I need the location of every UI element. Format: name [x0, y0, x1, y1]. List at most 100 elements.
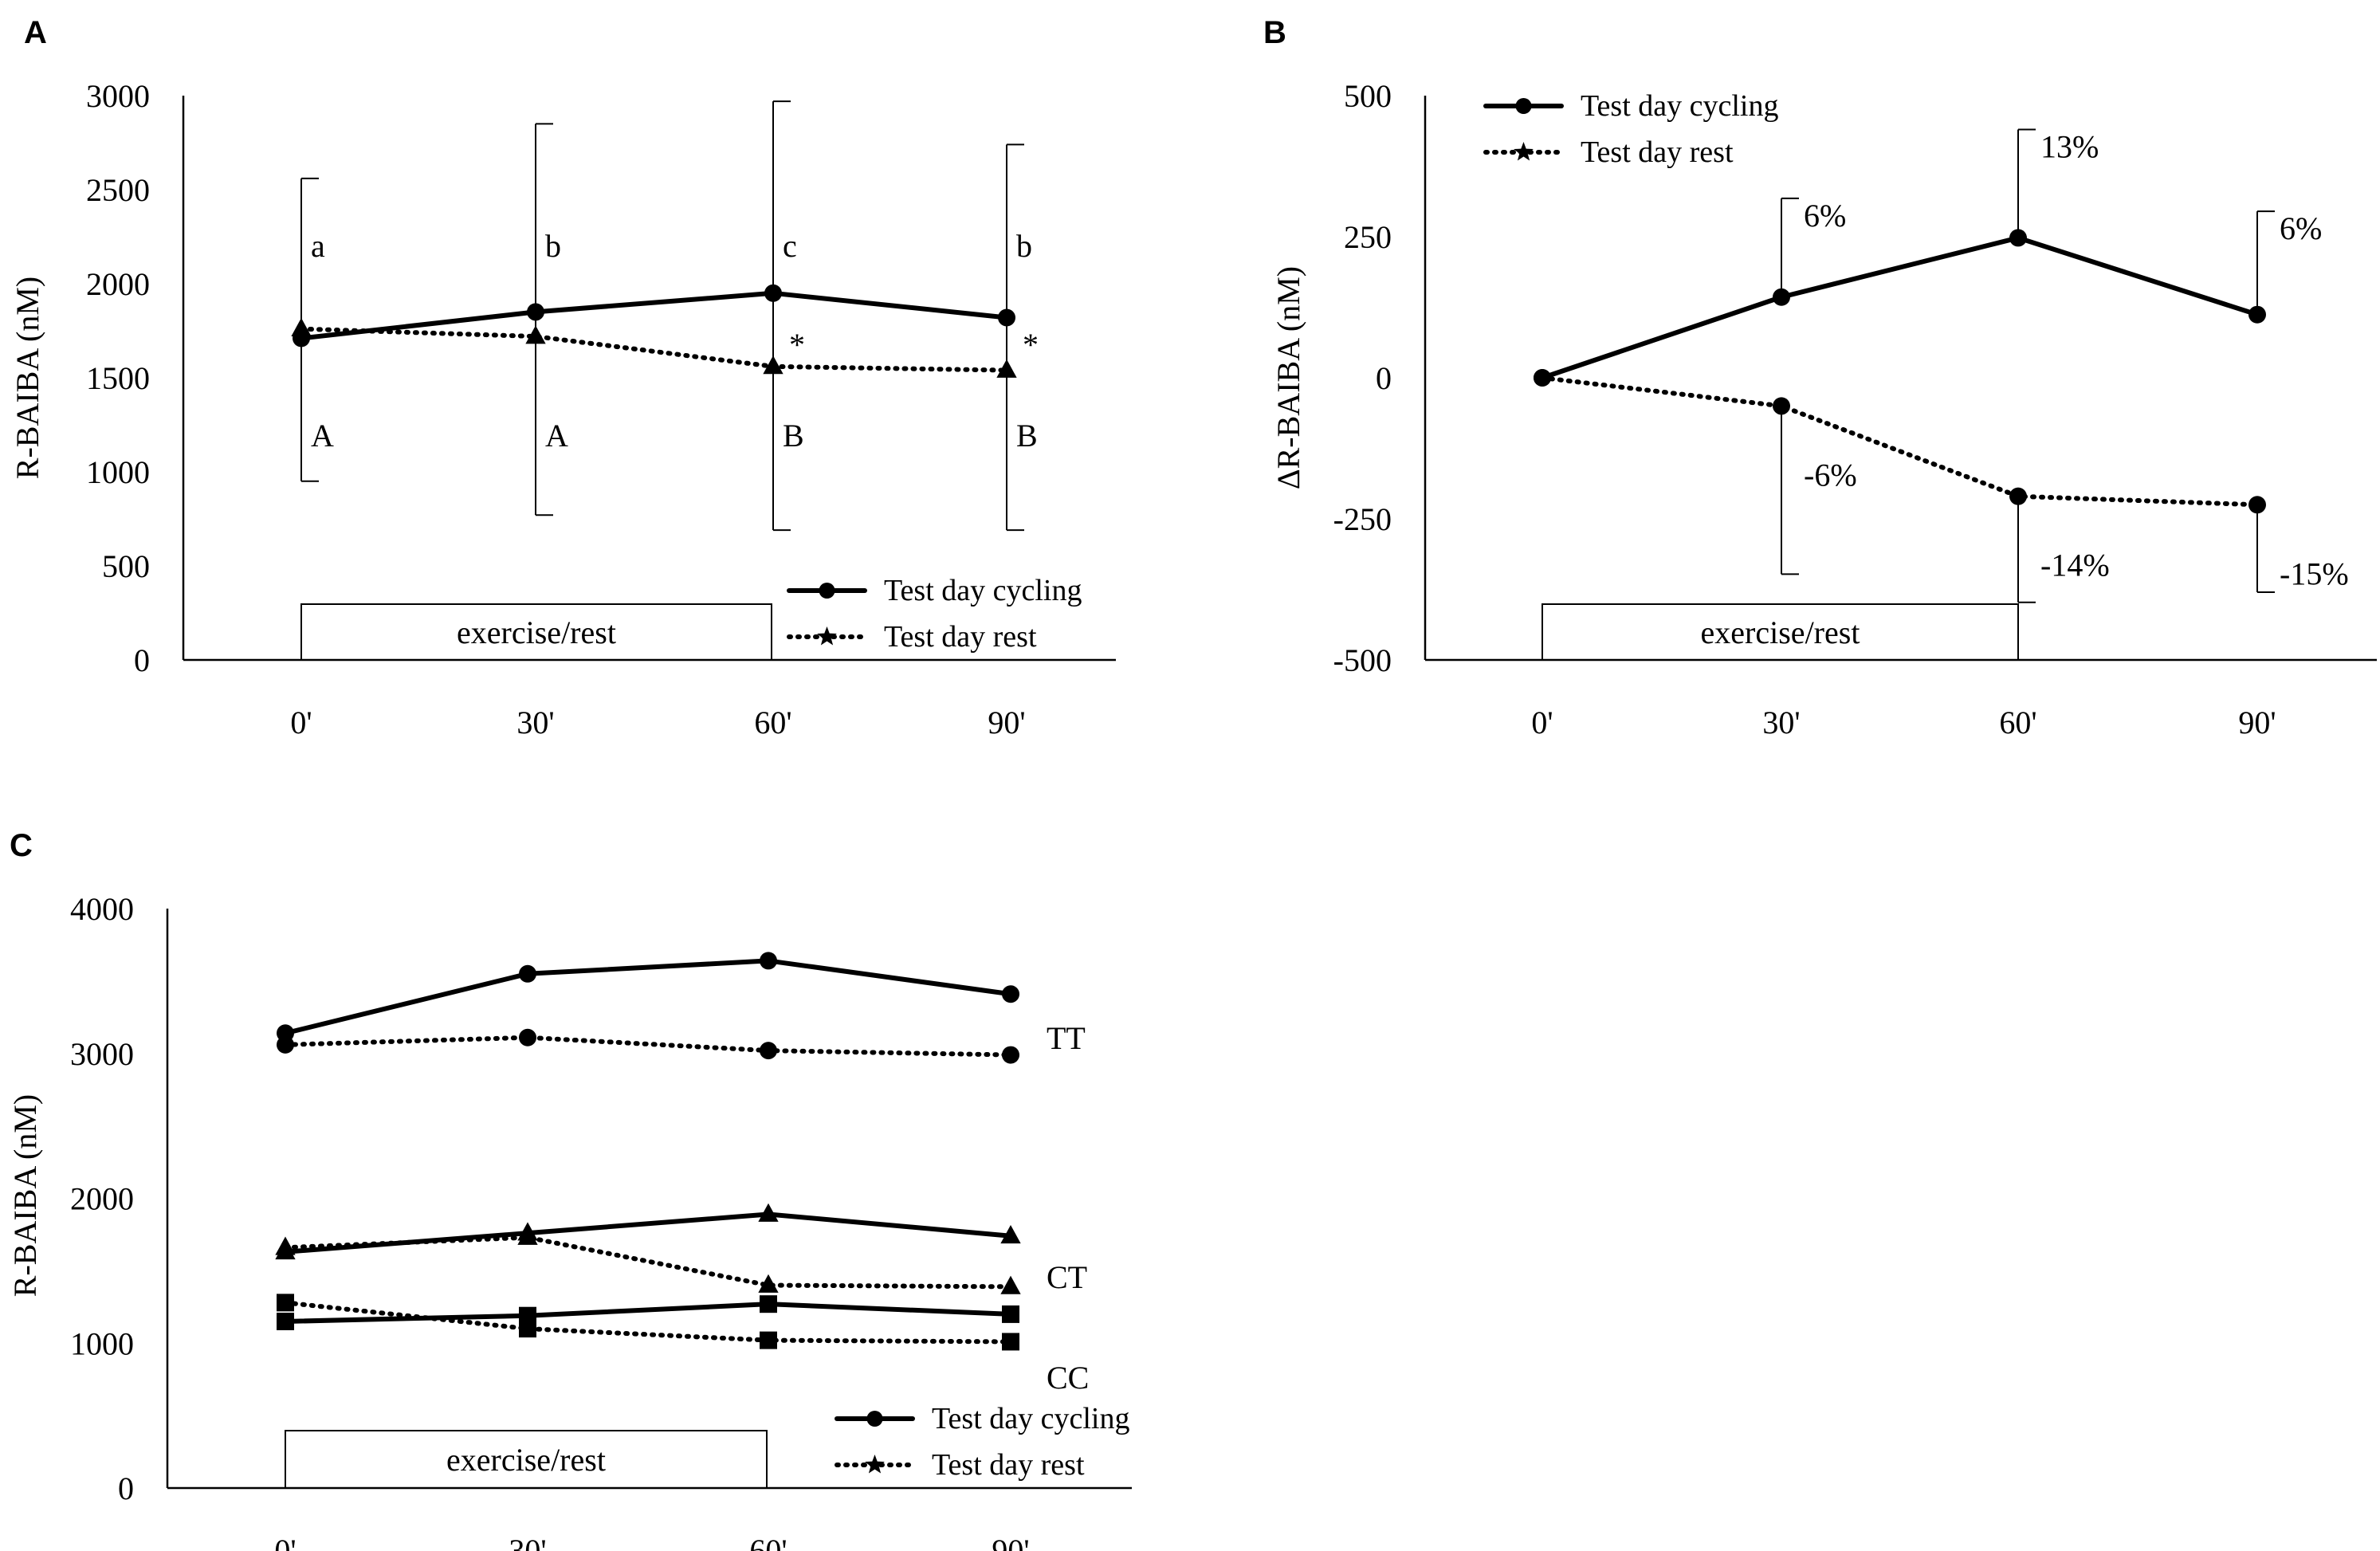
panel-letter: B: [1263, 15, 1286, 50]
data-point: [275, 1236, 296, 1255]
data-point: [525, 325, 546, 344]
data-point: [1534, 369, 1551, 387]
x-tick-label: 60': [1999, 705, 2036, 740]
significance-letter-upper: b: [1016, 228, 1032, 264]
group-label-cc: CC: [1047, 1360, 1089, 1396]
data-point: [764, 284, 782, 302]
y-axis-title: R-BAIBA (nM): [7, 1094, 43, 1297]
y-tick-label: 500: [1344, 78, 1392, 114]
percent-label: -14%: [2040, 548, 2110, 583]
legend: Test day cycling Test day rest: [1483, 89, 1778, 169]
x-tick-label: 0': [274, 1533, 296, 1551]
y-tick-label: -500: [1333, 642, 1392, 678]
series-line-test-day-cycling: [1540, 235, 2260, 380]
exercise-rest-box: [1542, 603, 2019, 661]
data-point: [291, 317, 312, 336]
x-tick-label: 60': [749, 1533, 787, 1551]
x-tick-label: 60': [754, 705, 791, 740]
legend-marker: [865, 1455, 885, 1474]
y-tick-label: 1500: [86, 360, 150, 396]
exercise-rest-label: exercise/rest: [1701, 615, 1860, 650]
y-tick-label: 3000: [70, 1036, 134, 1072]
series-line-ct-cycling: [283, 1211, 1013, 1255]
data-point: [1773, 288, 1790, 306]
y-axis-title: ΔR-BAIBA (nM): [1271, 266, 1306, 489]
data-point: [758, 1203, 779, 1222]
legend-label: Test day rest: [932, 1448, 1085, 1482]
data-point: [2248, 305, 2266, 324]
y-tick-label: 1000: [86, 454, 150, 490]
data-point: [519, 1028, 536, 1046]
data-point: [996, 359, 1017, 378]
data-point: [519, 964, 536, 983]
data-point: [760, 1331, 777, 1349]
panel-b: B -500 -250 0 250 500 0' 30' 60' 90' ΔR-BAIBA (nM)…: [1263, 15, 2377, 740]
exercise-rest-box: [285, 1430, 768, 1489]
y-axis-title: R-BAIBA (nM): [10, 277, 45, 479]
legend: Test day cycling Test day rest: [787, 574, 1082, 654]
y-tick-label: 2000: [70, 1181, 134, 1217]
legend-label: Test day cycling: [884, 574, 1082, 607]
legend-marker: [819, 583, 835, 599]
y-tick-label: 4000: [70, 891, 134, 927]
data-point: [998, 308, 1015, 327]
x-tick-label: 0': [1531, 705, 1553, 740]
data-point: [277, 1294, 294, 1312]
data-point: [1002, 1333, 1019, 1351]
x-tick-label: 30': [509, 1533, 546, 1551]
percent-label: 6%: [2280, 210, 2322, 246]
y-tick-label: 0: [134, 642, 150, 678]
significance-letter-lower: A: [311, 418, 334, 454]
x-tick-label: 90': [2238, 705, 2276, 740]
exercise-rest-label: exercise/rest: [457, 615, 616, 650]
significance-letter-upper: b: [545, 228, 561, 264]
data-point: [1000, 1275, 1021, 1294]
series-line-test-day-cycling: [299, 290, 1009, 341]
data-point: [760, 1295, 777, 1313]
legend-label: Test day cycling: [1581, 89, 1778, 123]
data-point: [1000, 1225, 1021, 1244]
data-point: [2009, 229, 2027, 247]
x-tick-label: 90': [992, 1533, 1029, 1551]
significance-letter-upper: a: [311, 228, 325, 264]
percent-label: 6%: [1804, 198, 1846, 234]
data-point: [760, 952, 777, 970]
data-point: [1773, 397, 1790, 415]
data-point: [2009, 487, 2027, 505]
x-tick-label: 30': [516, 705, 554, 740]
legend-marker: [1514, 142, 1534, 161]
y-tick-label: 2000: [86, 266, 150, 302]
data-point: [2248, 496, 2266, 514]
data-point: [758, 1274, 779, 1293]
legend-marker: [866, 1411, 883, 1427]
y-tick-label: 1000: [70, 1325, 134, 1361]
legend-marker: [1515, 98, 1532, 114]
group-label-ct: CT: [1047, 1259, 1087, 1295]
legend-label: Test day rest: [884, 620, 1037, 654]
significance-letter-lower: B: [1016, 418, 1038, 454]
exercise-rest-box: [300, 603, 772, 661]
series-line-tt-cycling: [283, 958, 1013, 1036]
significance-letter-upper: c: [783, 228, 797, 264]
y-tick-label: 3000: [86, 78, 150, 114]
percent-label: -15%: [2280, 556, 2349, 591]
significance-letter-lower: A: [545, 418, 568, 454]
data-point: [277, 1312, 294, 1330]
legend-label: Test day cycling: [932, 1402, 1129, 1435]
percent-label: -6%: [1804, 457, 1857, 493]
series-line-cc-cycling: [283, 1302, 1013, 1324]
legend: Test day cycling Test day rest: [835, 1402, 1129, 1482]
series-line-test-day-rest: [299, 326, 1009, 373]
x-tick-label: 90': [988, 705, 1025, 740]
series-line-cc-rest: [283, 1300, 1013, 1345]
y-tick-label: 0: [1376, 360, 1392, 396]
significance-star: *: [789, 327, 805, 363]
x-tick-label: 0': [290, 705, 312, 740]
panel-a: A 0 500 1000 1500 2000 2500 3000 0' 30' 60' 90' R-BA…: [10, 15, 1116, 740]
data-point: [527, 303, 544, 321]
y-tick-label: 0: [118, 1471, 134, 1506]
panel-letter: C: [10, 828, 33, 863]
data-point: [1002, 985, 1019, 1003]
panel-letter: A: [24, 15, 47, 50]
